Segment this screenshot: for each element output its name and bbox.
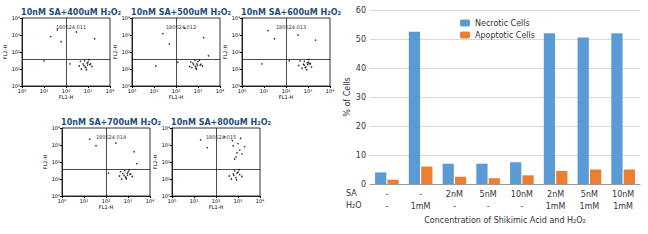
svg-text:10⁰: 10⁰ [51, 193, 60, 199]
svg-text:60: 60 [356, 6, 366, 15]
svg-text:Apoptotic Cells: Apoptotic Cells [475, 31, 535, 40]
svg-text:20: 20 [356, 122, 366, 131]
svg-text:-: - [520, 202, 523, 211]
svg-text:10nM: 10nM [612, 190, 634, 199]
svg-text:1mM: 1mM [546, 202, 566, 211]
svg-text:10²: 10² [62, 88, 70, 94]
svg-text:180524.013: 180524.013 [276, 24, 306, 30]
svg-text:2nM: 2nM [446, 190, 463, 199]
svg-text:FL1-H: FL1-H [209, 204, 224, 210]
svg-text:10⁰: 10⁰ [11, 83, 20, 89]
svg-text:FL1-H: FL1-H [279, 94, 294, 100]
svg-text:180524.015: 180524.015 [206, 134, 236, 140]
svg-text:50: 50 [356, 35, 366, 44]
svg-text:10²: 10² [282, 88, 290, 94]
svg-text:10³: 10³ [194, 88, 202, 94]
svg-text:10nM SA+400uM H₂O₂: 10nM SA+400uM H₂O₂ [21, 8, 121, 17]
svg-text:10nM SA+700uM H₂O₂: 10nM SA+700uM H₂O₂ [61, 118, 161, 127]
svg-text:10⁴: 10⁴ [106, 88, 114, 94]
svg-text:SA: SA [346, 189, 357, 198]
svg-text:FL2-H: FL2-H [152, 155, 158, 170]
svg-text:10nM: 10nM [511, 190, 533, 199]
svg-text:-: - [385, 202, 388, 211]
svg-text:10nM SA+800uM H₂O₂: 10nM SA+800uM H₂O₂ [171, 118, 271, 127]
svg-text:Concentration of Shikimic Acid: Concentration of Shikimic Acid and H₂O₂ [424, 216, 585, 225]
svg-text:10nM SA+500uM H₂O₂: 10nM SA+500uM H₂O₂ [131, 8, 231, 17]
svg-text:5nM: 5nM [480, 190, 497, 199]
svg-text:10: 10 [356, 151, 366, 160]
svg-text:10⁴: 10⁴ [216, 88, 224, 94]
svg-text:10⁴: 10⁴ [12, 15, 20, 21]
svg-text:1mM: 1mM [613, 202, 633, 211]
svg-text:10²: 10² [212, 198, 220, 204]
svg-text:FL2-H: FL2-H [42, 155, 48, 170]
svg-text:10¹: 10¹ [162, 176, 170, 182]
svg-text:180524.012: 180524.012 [166, 24, 196, 30]
svg-text:10⁰: 10⁰ [161, 193, 170, 199]
svg-text:10²: 10² [162, 159, 170, 165]
svg-text:FL2-H: FL2-H [112, 45, 118, 60]
svg-text:% of Cells: % of Cells [343, 77, 352, 117]
svg-text:10¹: 10¹ [190, 198, 198, 204]
svg-text:10⁴: 10⁴ [162, 125, 170, 131]
svg-text:10⁰: 10⁰ [121, 83, 130, 89]
svg-text:10nM SA+600uM H₂O₂: 10nM SA+600uM H₂O₂ [241, 8, 341, 17]
svg-text:10³: 10³ [122, 32, 130, 38]
svg-text:10⁴: 10⁴ [256, 198, 264, 204]
svg-text:40: 40 [356, 64, 366, 73]
svg-text:10¹: 10¹ [260, 88, 268, 94]
svg-text:10³: 10³ [124, 198, 132, 204]
svg-text:10⁰: 10⁰ [231, 83, 240, 89]
svg-text:30: 30 [356, 93, 366, 102]
svg-text:10⁰: 10⁰ [128, 88, 136, 94]
svg-text:1mM: 1mM [579, 202, 599, 211]
svg-text:10¹: 10¹ [150, 88, 158, 94]
svg-text:FL2-H: FL2-H [2, 45, 8, 60]
svg-text:10³: 10³ [52, 142, 60, 148]
svg-text:Necrotic Cells: Necrotic Cells [475, 19, 530, 28]
svg-text:FL1-H: FL1-H [59, 94, 74, 100]
svg-text:10³: 10³ [304, 88, 312, 94]
svg-text:0: 0 [361, 180, 366, 189]
svg-text:10³: 10³ [162, 142, 170, 148]
svg-text:-: - [453, 202, 456, 211]
svg-text:10²: 10² [12, 49, 20, 55]
svg-text:10¹: 10¹ [80, 198, 88, 204]
svg-text:10³: 10³ [84, 88, 92, 94]
svg-text:-: - [385, 190, 388, 199]
svg-text:10¹: 10¹ [40, 88, 48, 94]
svg-text:180524.011: 180524.011 [56, 24, 86, 30]
svg-text:10¹: 10¹ [232, 66, 240, 72]
svg-text:FL1-H: FL1-H [99, 204, 114, 210]
svg-text:1mM: 1mM [411, 202, 431, 211]
svg-text:-: - [419, 190, 422, 199]
svg-text:H₂O: H₂O [346, 201, 362, 210]
svg-text:10²: 10² [172, 88, 180, 94]
svg-text:10¹: 10¹ [122, 66, 130, 72]
svg-text:10²: 10² [102, 198, 110, 204]
svg-text:10³: 10³ [232, 32, 240, 38]
svg-text:10⁴: 10⁴ [122, 15, 130, 21]
svg-text:10⁰: 10⁰ [238, 88, 246, 94]
svg-text:10³: 10³ [12, 32, 20, 38]
svg-text:10⁴: 10⁴ [146, 198, 154, 204]
svg-text:10⁴: 10⁴ [52, 125, 60, 131]
svg-text:10²: 10² [232, 49, 240, 55]
svg-text:180524.014: 180524.014 [96, 134, 126, 140]
svg-text:10⁴: 10⁴ [232, 15, 240, 21]
svg-text:10⁰: 10⁰ [18, 88, 26, 94]
svg-text:10⁰: 10⁰ [168, 198, 176, 204]
svg-text:5nM: 5nM [581, 190, 598, 199]
svg-text:10⁰: 10⁰ [58, 198, 66, 204]
svg-text:10²: 10² [122, 49, 130, 55]
svg-text:10¹: 10¹ [52, 176, 60, 182]
svg-text:-: - [487, 202, 490, 211]
svg-text:10²: 10² [52, 159, 60, 165]
svg-text:FL2-H: FL2-H [222, 45, 228, 60]
svg-text:FL1-H: FL1-H [169, 94, 184, 100]
svg-text:10¹: 10¹ [12, 66, 20, 72]
svg-text:10⁴: 10⁴ [326, 88, 334, 94]
svg-text:2nM: 2nM [547, 190, 564, 199]
svg-text:10³: 10³ [234, 198, 242, 204]
